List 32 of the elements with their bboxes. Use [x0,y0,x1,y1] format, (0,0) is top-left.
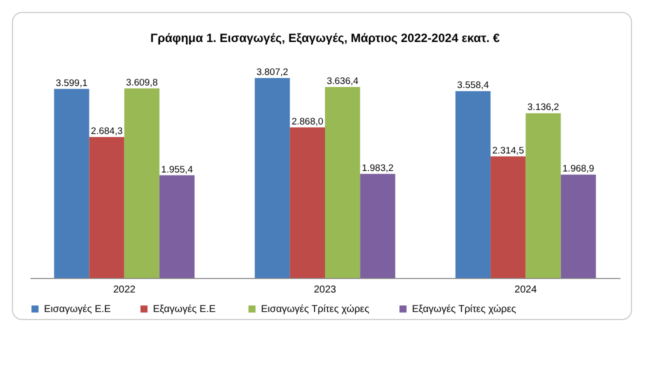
data-label: 3.609,8 [126,77,158,88]
bar [560,174,596,278]
data-label: 1.968,9 [562,164,594,175]
bar [455,91,491,278]
bar [124,88,160,278]
data-label: 2.314,5 [492,145,524,156]
legend-label: Εισαγωγές Ε.Ε [44,304,112,315]
data-label: 1.955,4 [161,164,193,176]
bar [159,175,195,278]
bar [526,113,561,278]
bar [54,88,90,278]
x-tick-label: 2023 [314,284,337,296]
bar [290,127,325,278]
x-tick-label: 2024 [514,284,538,296]
data-label: 3.599,1 [56,78,88,89]
data-label: 2.684,3 [90,126,123,137]
data-label: 1.983,2 [362,162,394,174]
data-label: 3.807,2 [256,67,288,78]
data-label: 2.868,0 [292,116,324,128]
legend-label: Εξαγωγές Ε.Ε [153,304,216,315]
legend-label: Εισαγωγές Τρίτες χώρες [261,304,370,315]
data-label: 3.136,2 [527,102,560,114]
chart-title: Γράφημα 1. Εισαγωγές, Εξαγωγές, Μάρτιος 2022-2024 εκατ. € [150,31,500,45]
bar [254,78,290,278]
data-label: 3.558,4 [457,80,489,92]
legend-label: Εξαγωγές Τρίτες χώρες [412,304,516,315]
bar [490,156,526,278]
bar [89,136,124,278]
bar [325,86,360,278]
data-label: 3.636,4 [326,76,358,87]
x-tick-label: 2022 [113,284,136,296]
bar [360,174,396,278]
